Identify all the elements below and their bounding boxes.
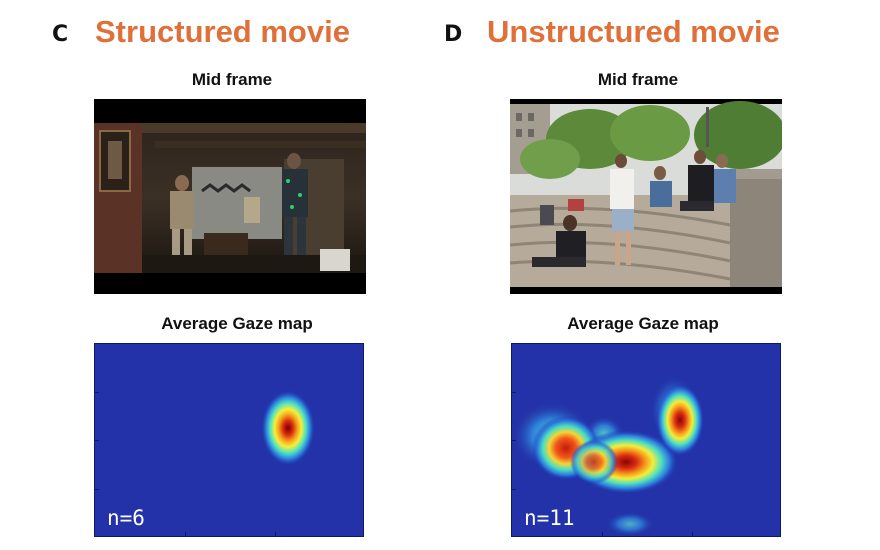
average-gaze-heatmap: n=6	[94, 343, 364, 537]
sample-size-label: n=6	[107, 506, 145, 530]
mid-frame-label: Mid frame	[191, 70, 273, 89]
gaze-map-label: Average Gaze map	[567, 314, 719, 333]
mid-frame-image	[510, 99, 782, 294]
average-gaze-heatmap: n=11	[511, 343, 781, 537]
gaze-map-label: Average Gaze map	[161, 314, 313, 333]
mid-frame-image	[94, 99, 366, 294]
sample-size-label: n=11	[524, 506, 575, 530]
panel-letter: D	[444, 22, 463, 47]
panel-title: Unstructured movie	[487, 14, 780, 49]
panel-letter: C	[52, 22, 69, 47]
panel-title: Structured movie	[95, 14, 350, 49]
mid-frame-label: Mid frame	[597, 70, 679, 89]
